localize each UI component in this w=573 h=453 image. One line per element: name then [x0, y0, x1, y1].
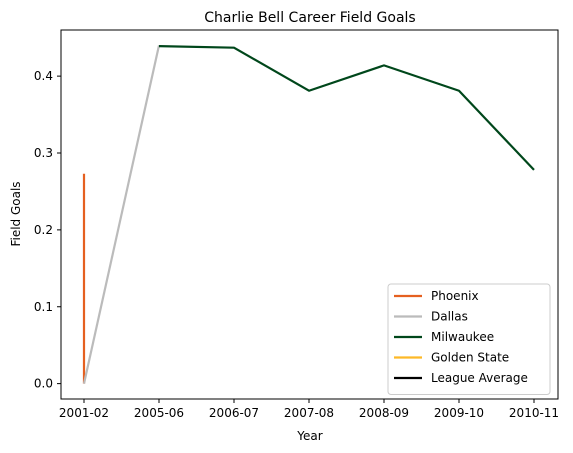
legend-label: Phoenix — [431, 289, 479, 303]
x-tick-label: 2008-09 — [359, 406, 409, 420]
y-tick-label: 0.4 — [34, 69, 53, 83]
y-tick-label: 0.1 — [34, 300, 53, 314]
series-line-1 — [82, 45, 161, 384]
x-tick-label: 2005-06 — [134, 406, 184, 420]
legend-label: Milwaukee — [431, 330, 494, 344]
x-tick-label: 2010-11 — [509, 406, 559, 420]
x-tick-label: 2006-07 — [209, 406, 259, 420]
axes: 2001-02 2005-06 2006-07 2007-08 2008-09 2009-… — [34, 29, 559, 420]
y-tick-label: 0.3 — [34, 146, 53, 160]
legend-label: League Average — [431, 371, 528, 385]
x-tick-label: 2007-08 — [284, 406, 334, 420]
legend: Phoenix Dallas Milwaukee Golden State League… — [387, 283, 551, 395]
legend-label: Dallas — [431, 310, 468, 324]
y-tick-label: 0.2 — [34, 223, 53, 237]
chart-title: Charlie Bell Career Field Goals — [204, 10, 415, 26]
legend-label: Golden State — [431, 351, 509, 365]
x-axis-title: Year — [296, 429, 322, 443]
x-tick-label: 2009-10 — [434, 406, 484, 420]
x-tick-label: 2001-02 — [59, 406, 109, 420]
series-line-2 — [158, 45, 535, 171]
legend-box — [387, 283, 551, 395]
y-axis-title: Field Goals — [9, 181, 23, 246]
plot-lines — [82, 45, 535, 384]
y-tick-label: 0.0 — [34, 377, 53, 391]
